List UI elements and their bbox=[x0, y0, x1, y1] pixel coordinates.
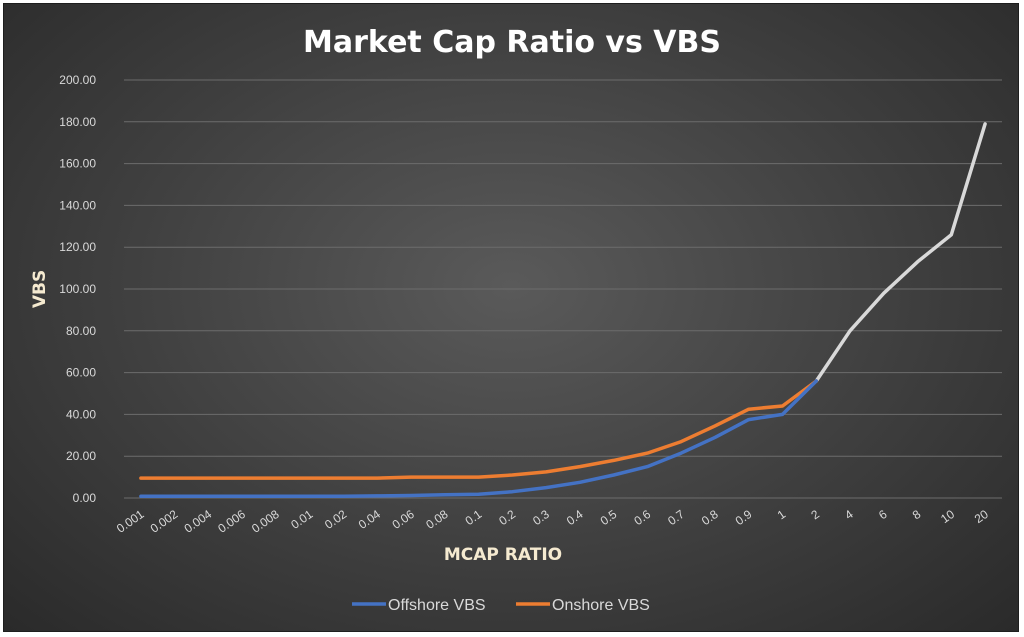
x-tick-label: 0.3 bbox=[530, 507, 552, 528]
y-tick-label: 120.00 bbox=[59, 240, 96, 254]
y-tick-label: 180.00 bbox=[59, 115, 96, 129]
y-tick-label: 160.00 bbox=[59, 157, 96, 171]
chart-frame bbox=[3, 3, 1019, 632]
x-tick-label: 0.006 bbox=[215, 507, 248, 536]
x-tick-label: 10 bbox=[938, 507, 957, 526]
x-tick-label: 0.5 bbox=[598, 507, 620, 528]
series-line-0 bbox=[139, 379, 819, 499]
x-tick-label: 0.7 bbox=[665, 507, 687, 528]
legend-label: Onshore VBS bbox=[552, 597, 650, 614]
x-tick-label: 0.06 bbox=[390, 507, 417, 532]
y-tick-labels: 0.00 20.00 40.00 60.00 80.00 100.00 120.00 140.… bbox=[59, 73, 96, 505]
y-tick-label: 80.00 bbox=[66, 324, 96, 338]
x-tick-label: 0.004 bbox=[182, 507, 215, 536]
y-tick-label: 100.00 bbox=[59, 282, 96, 296]
x-tick-label: 2 bbox=[808, 507, 822, 522]
x-tick-label: 0.08 bbox=[423, 507, 450, 532]
x-tick-label: 6 bbox=[876, 507, 890, 522]
series-line-2 bbox=[814, 122, 987, 383]
x-tick-label: 0.4 bbox=[564, 507, 586, 528]
series-lines bbox=[139, 122, 987, 499]
legend: Offshore VBS Onshore VBS bbox=[352, 597, 650, 614]
x-tick-label: 0.1 bbox=[463, 507, 485, 528]
y-tick-label: 0.00 bbox=[73, 491, 97, 505]
y-tick-label: 60.00 bbox=[66, 366, 96, 380]
x-tick-label: 0.001 bbox=[114, 507, 147, 536]
x-tick-label: 0.9 bbox=[733, 507, 755, 528]
chart-title: Market Cap Ratio vs VBS bbox=[303, 25, 721, 60]
series-line-1 bbox=[139, 379, 819, 480]
y-tick-label: 140.00 bbox=[59, 198, 96, 212]
x-tick-label: 20 bbox=[972, 507, 991, 526]
x-tick-labels: 0.001 0.002 0.004 0.006 0.008 0.01 0.02 0.04 0.0… bbox=[114, 507, 991, 536]
x-tick-label: 1 bbox=[775, 507, 789, 522]
y-tick-label: 20.00 bbox=[66, 449, 96, 463]
y-axis-title: VBS bbox=[30, 270, 50, 308]
x-tick-label: 0.8 bbox=[699, 507, 721, 528]
x-tick-label: 8 bbox=[910, 507, 924, 522]
legend-label: Offshore VBS bbox=[388, 597, 486, 614]
x-tick-label: 4 bbox=[842, 507, 856, 522]
x-tick-label: 0.2 bbox=[496, 507, 518, 528]
x-tick-label: 0.01 bbox=[288, 507, 315, 532]
gridlines bbox=[124, 79, 1002, 499]
y-tick-label: 200.00 bbox=[59, 73, 96, 87]
x-tick-label: 0.002 bbox=[148, 507, 181, 536]
x-tick-label: 0.02 bbox=[322, 507, 349, 532]
x-tick-label: 0.008 bbox=[249, 507, 282, 536]
x-tick-label: 0.6 bbox=[631, 507, 653, 528]
x-tick-label: 0.04 bbox=[356, 507, 383, 532]
x-axis-title: MCAP RATIO bbox=[444, 545, 562, 565]
y-tick-label: 40.00 bbox=[66, 407, 96, 421]
